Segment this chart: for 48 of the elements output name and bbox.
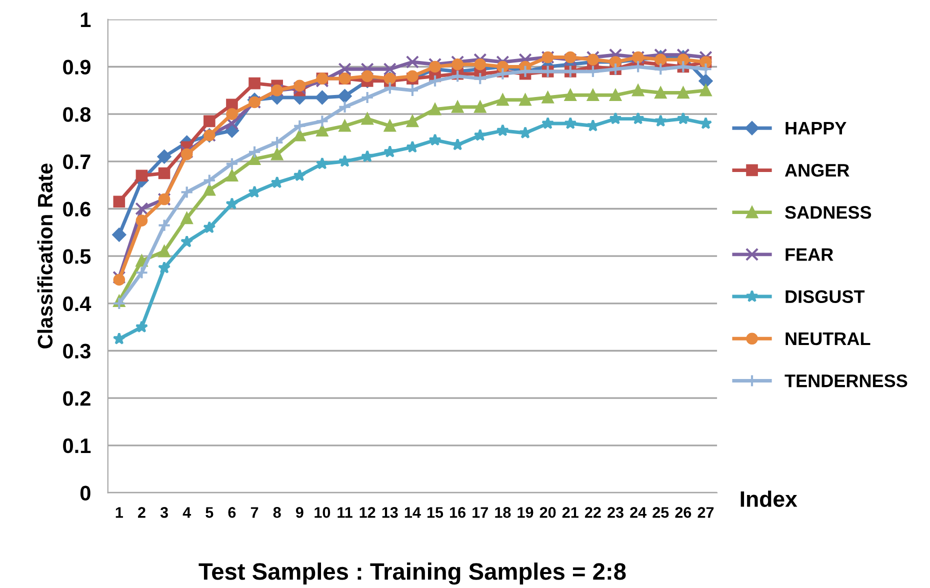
x-tick-label: 20 [540, 507, 556, 518]
y-tick-label: 0.2 [63, 391, 90, 406]
x-tick-label: 27 [698, 507, 714, 518]
x-axis-title: Test Samples : Training Samples = 2:8 [198, 562, 626, 585]
y-tick-label: 0.6 [63, 202, 90, 216]
x-tick-label: 26 [675, 507, 692, 518]
x-tick-label: 5 [206, 507, 214, 518]
x-tick-label: 23 [608, 507, 624, 518]
x-tick-label: 7 [250, 507, 258, 518]
y-axis-title: Classification Rate [37, 164, 53, 348]
legend-label: FEAR [786, 248, 834, 261]
x-tick-label: 11 [338, 507, 352, 518]
x-tick-label: 17 [472, 507, 488, 518]
legend-label: DISGUST [786, 290, 865, 304]
x-tick-label: 15 [427, 507, 444, 518]
x-tick-label: 8 [273, 507, 281, 518]
y-tick-label: 0.8 [63, 107, 91, 122]
legend-label: NEUTRAL [786, 332, 870, 346]
x-tick-label: 24 [630, 507, 646, 518]
y-tick-label: 0.4 [63, 296, 92, 312]
x-tick-label: 2 [138, 507, 146, 518]
x-tick-label: 6 [228, 507, 236, 518]
x-tick-label: 12 [360, 507, 376, 518]
y-tick-label: 0.5 [63, 249, 91, 264]
x-tick-label: 13 [382, 507, 398, 518]
y-tick-label: 1 [80, 12, 91, 27]
x-tick-label: 21 [562, 507, 578, 518]
legend-label: TENDERNESS [784, 374, 908, 388]
y-tick-label: 0.3 [63, 344, 90, 359]
text: Index [740, 490, 798, 507]
legend-label: ANGER [784, 164, 850, 177]
x-tick-label: 16 [450, 507, 466, 518]
x-tick-label: 4 [182, 507, 192, 518]
x-tick-label: 18 [495, 507, 511, 518]
legend-label: HAPPY [786, 122, 846, 134]
x-tick-label: 25 [652, 507, 669, 518]
x-tick-label: 3 [160, 507, 168, 518]
x-tick-label: 22 [584, 507, 601, 518]
y-tick-label: 0.7 [63, 154, 90, 170]
x-tick-label: 10 [314, 507, 330, 518]
x-tick-label: 19 [518, 507, 534, 518]
x-tick-label: 9 [296, 507, 304, 518]
x-tick-label: 1 [116, 507, 123, 518]
legend-label: SADNESS [785, 206, 872, 219]
y-tick-label: 0 [80, 486, 90, 500]
x-tick-label: 14 [404, 507, 421, 518]
y-tick-label: 0.1 [63, 438, 91, 454]
y-tick-label: 0.9 [63, 60, 90, 74]
